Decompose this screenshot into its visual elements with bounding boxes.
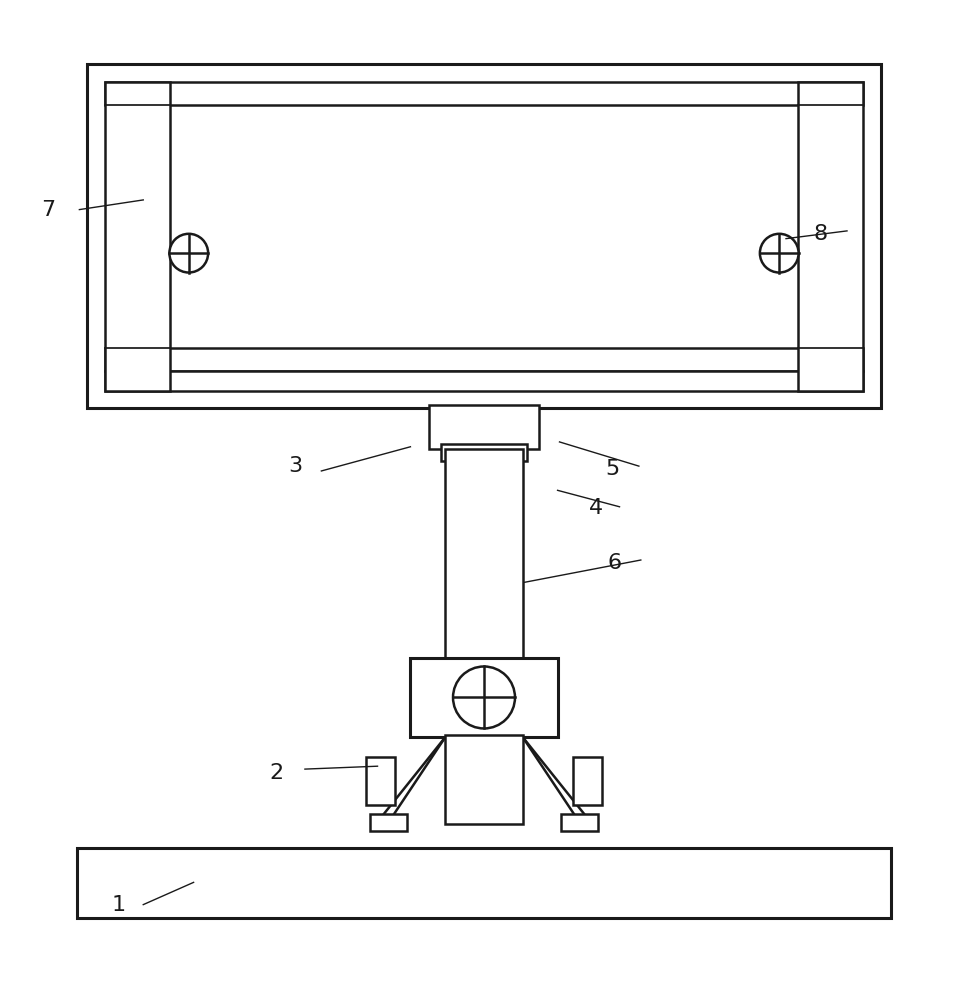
Bar bbox=[87, 64, 881, 408]
Circle shape bbox=[453, 666, 515, 728]
Bar bbox=[105, 348, 863, 371]
Bar bbox=[798, 82, 863, 391]
Text: 8: 8 bbox=[813, 224, 828, 244]
Bar bbox=[370, 814, 407, 831]
Text: 1: 1 bbox=[111, 895, 126, 915]
Text: 4: 4 bbox=[589, 498, 603, 518]
Text: 6: 6 bbox=[608, 553, 622, 573]
Bar bbox=[429, 405, 539, 449]
Bar bbox=[105, 371, 863, 391]
Bar bbox=[77, 848, 891, 918]
Circle shape bbox=[169, 234, 208, 273]
Bar bbox=[441, 444, 527, 461]
Bar bbox=[105, 82, 863, 105]
Text: 2: 2 bbox=[269, 763, 284, 783]
Text: 7: 7 bbox=[41, 200, 55, 220]
Bar bbox=[445, 735, 523, 824]
Text: 3: 3 bbox=[288, 456, 303, 476]
Circle shape bbox=[760, 234, 799, 273]
Bar bbox=[105, 82, 170, 391]
Bar bbox=[410, 658, 558, 737]
Bar bbox=[573, 757, 602, 805]
Bar bbox=[366, 757, 395, 805]
Text: 5: 5 bbox=[605, 459, 620, 479]
Bar bbox=[561, 814, 598, 831]
Bar bbox=[445, 449, 523, 660]
